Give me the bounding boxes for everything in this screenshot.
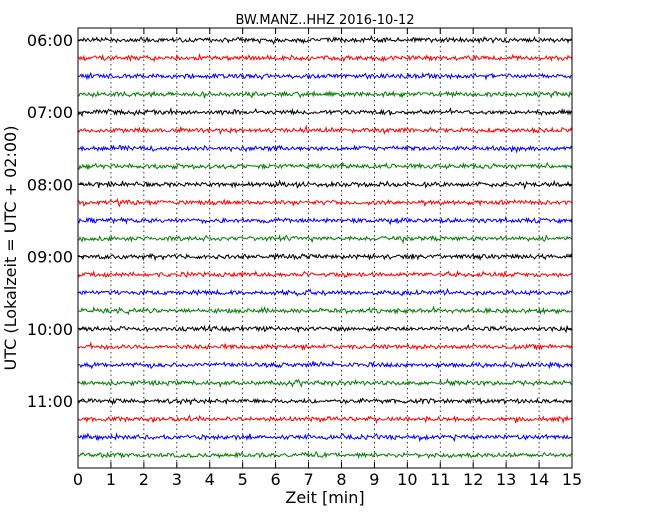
trace-line xyxy=(77,144,573,154)
x-tick-label: 9 xyxy=(369,470,379,489)
trace-line xyxy=(77,71,573,81)
trace-line xyxy=(77,89,573,99)
trace-line xyxy=(77,432,573,443)
x-tick-label: 13 xyxy=(496,470,516,489)
trace-line xyxy=(77,34,573,45)
trace-line xyxy=(77,124,573,136)
trace-line xyxy=(77,161,573,171)
x-tick-label: 4 xyxy=(205,470,215,489)
x-tick-label: 15 xyxy=(562,470,582,489)
x-tick-labels: 0 1 2 3 4 5 6 7 8 9 10 11 12 13 14 15 xyxy=(73,470,582,489)
y-tick-label: 11:00 xyxy=(27,392,73,411)
y-tick-labels: 06:00 07:00 08:00 09:00 10:00 11:00 xyxy=(27,31,73,411)
trace-line xyxy=(77,287,573,297)
plot-frame xyxy=(77,27,573,469)
trace-line xyxy=(77,252,573,262)
trace-line xyxy=(77,360,573,370)
y-tick-label: 07:00 xyxy=(27,103,73,122)
y-tick-label: 08:00 xyxy=(27,175,73,194)
x-tick-label: 2 xyxy=(139,470,149,489)
x-tick-label: 14 xyxy=(529,470,549,489)
trace-line xyxy=(77,197,573,208)
x-tick-label: 3 xyxy=(172,470,182,489)
y-axis-label: UTC (Lokalzeit = UTC + 02:00) xyxy=(1,126,20,371)
trace-line xyxy=(77,233,573,244)
trace-group xyxy=(77,34,573,460)
trace-line xyxy=(77,269,573,279)
x-tick-label: 0 xyxy=(73,470,83,489)
trace-line xyxy=(77,52,573,63)
x-tick-label: 11 xyxy=(430,470,450,489)
x-tick-label: 8 xyxy=(336,470,346,489)
trace-line xyxy=(77,179,573,190)
grid-lines xyxy=(110,28,540,468)
x-tick-label: 6 xyxy=(271,470,281,489)
x-tick-label: 12 xyxy=(463,470,483,489)
x-tick-label: 5 xyxy=(238,470,248,489)
x-tick-label: 10 xyxy=(397,470,417,489)
trace-line xyxy=(77,414,573,425)
y-tick-label: 06:00 xyxy=(27,31,73,50)
x-tick-label: 7 xyxy=(303,470,313,489)
trace-line xyxy=(77,451,573,460)
y-tick-label: 10:00 xyxy=(27,320,73,339)
trace-line xyxy=(77,397,573,406)
trace-line xyxy=(77,341,573,352)
trace-line xyxy=(77,215,573,226)
axis-ticks xyxy=(77,28,573,468)
trace-line xyxy=(77,305,573,316)
trace-line xyxy=(77,378,573,389)
x-axis-label: Zeit [min] xyxy=(285,488,364,507)
x-tick-label: 1 xyxy=(106,470,116,489)
trace-line xyxy=(77,324,573,334)
y-tick-label: 09:00 xyxy=(27,248,73,267)
chart-title: BW.MANZ..HHZ 2016-10-12 xyxy=(235,13,414,28)
trace-line xyxy=(77,107,573,118)
